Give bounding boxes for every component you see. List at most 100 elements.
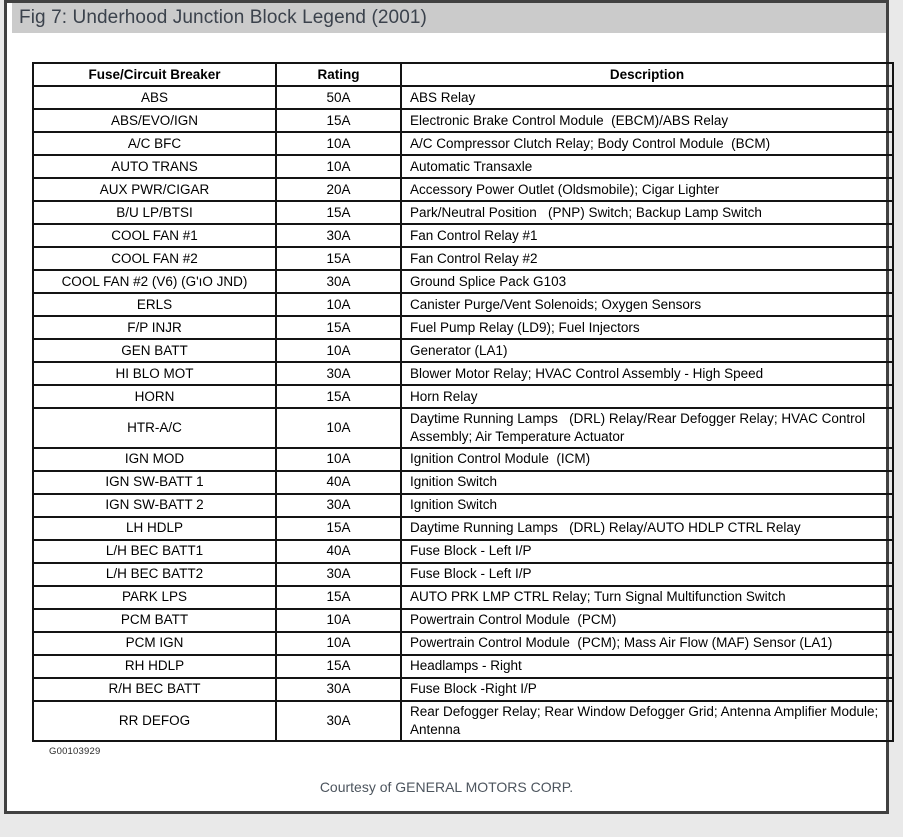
cell-rating: 20A [275,177,402,202]
figure-title: Fig 7: Underhood Junction Block Legend (… [19,7,427,28]
table-row: PCM BATT 10A Powertrain Control Module (PC… [32,607,894,633]
cell-rating: 30A [275,223,402,248]
cell-rating: 15A [275,653,402,679]
table-row: LH HDLP 15A Daytime Running Lamps (DRL) Re… [32,515,894,541]
cell-fuse: COOL FAN #2 (V6) (G'ıO JND) [32,269,277,294]
table-row: L/H BEC BATT1 40A Fuse Block - Left I/P [32,538,894,564]
cell-fuse: HORN [32,384,277,409]
cell-rating: 15A [275,108,402,133]
table-row: AUTO TRANS 10A Automatic Transaxle [32,154,894,179]
cell-rating: 30A [275,269,402,294]
table-row: COOL FAN #2 (V6) (G'ıO JND) 30A Ground Spl… [32,269,894,294]
cell-fuse: RR DEFOG [32,699,277,742]
cell-description: Powertrain Control Module (PCM) [400,607,894,633]
table-row: IGN SW-BATT 2 30A Ignition Switch [32,492,894,518]
cell-rating: 10A [275,407,402,449]
cell-rating: 30A [275,676,402,702]
cell-rating: 10A [275,292,402,317]
cell-rating: 10A [275,446,402,472]
cell-fuse: PCM IGN [32,630,277,656]
cell-fuse: ABS [32,85,277,110]
cell-rating: 10A [275,607,402,633]
cell-rating: 10A [275,630,402,656]
cell-rating: 15A [275,384,402,409]
table-row: ERLS 10A Canister Purge/Vent Solenoids; Ox… [32,292,894,317]
cell-description: Fuse Block - Left I/P [400,538,894,564]
cell-fuse: PCM BATT [32,607,277,633]
cell-fuse: HI BLO MOT [32,361,277,386]
table-row: COOL FAN #2 15A Fan Control Relay #2 [32,246,894,271]
cell-fuse: ERLS [32,292,277,317]
cell-description: Ignition Switch [400,492,894,518]
cell-rating: 30A [275,361,402,386]
table-row: HI BLO MOT 30A Blower Motor Relay; HVAC Co… [32,361,894,386]
fuse-table-body: ABS 50A ABS Relay ABS/EVO/IGN 15A Electronic … [32,85,894,742]
table-row: ABS/EVO/IGN 15A Electronic Brake Control M… [32,108,894,133]
cell-fuse: IGN MOD [32,446,277,472]
cell-rating: 40A [275,469,402,495]
cell-description: Daytime Running Lamps (DRL) Relay/AUTO H… [400,515,894,541]
cell-description: A/C Compressor Clutch Relay; Body Contro… [400,131,894,156]
cell-description: Electronic Brake Control Module (EBCM)/A… [400,108,894,133]
cell-rating: 10A [275,131,402,156]
cell-rating: 40A [275,538,402,564]
figure-title-bar: Fig 7: Underhood Junction Block Legend (… [12,3,886,33]
cell-description: Accessory Power Outlet (Oldsmobile); Cig… [400,177,894,202]
cell-description: Fuse Block - Left I/P [400,561,894,587]
cell-fuse: COOL FAN #1 [32,223,277,248]
cell-rating: 15A [275,200,402,225]
table-row: PCM IGN 10A Powertrain Control Module (PCM… [32,630,894,656]
fuse-legend-table: Fuse/Circuit Breaker Rating Description … [32,62,894,742]
cell-fuse: AUX PWR/CIGAR [32,177,277,202]
table-row: HTR-A/C 10A Daytime Running Lamps (DRL) Re… [32,407,894,449]
cell-fuse: RH HDLP [32,653,277,679]
column-header-rating: Rating [275,62,402,87]
cell-description: Park/Neutral Position (PNP) Switch; Back… [400,200,894,225]
courtesy-line: Courtesy of GENERAL MOTORS CORP. [319,779,574,795]
cell-rating: 15A [275,315,402,340]
cell-fuse: B/U LP/BTSI [32,200,277,225]
column-header-description: Description [400,62,894,87]
table-row: B/U LP/BTSI 15A Park/Neutral Position (PNP… [32,200,894,225]
cell-description: Generator (LA1) [400,338,894,363]
cell-description: Automatic Transaxle [400,154,894,179]
cell-rating: 10A [275,338,402,363]
cell-rating: 15A [275,515,402,541]
table-row: HORN 15A Horn Relay [32,384,894,409]
table-row: F/P INJR 15A Fuel Pump Relay (LD9); Fuel I… [32,315,894,340]
table-row: AUX PWR/CIGAR 20A Accessory Power Outlet (… [32,177,894,202]
cell-description: Horn Relay [400,384,894,409]
cell-description: ABS Relay [400,85,894,110]
cell-fuse: IGN SW-BATT 2 [32,492,277,518]
fuse-table-container: Fuse/Circuit Breaker Rating Description … [32,62,894,757]
cell-description: Fuel Pump Relay (LD9); Fuel Injectors [400,315,894,340]
cell-rating: 30A [275,492,402,518]
cell-rating: 50A [275,85,402,110]
figure-id: G00103929 [49,745,101,757]
cell-fuse: COOL FAN #2 [32,246,277,271]
cell-rating: 10A [275,154,402,179]
cell-description: Headlamps - Right [400,653,894,679]
cell-description: Ground Splice Pack G103 [400,269,894,294]
cell-rating: 15A [275,584,402,610]
table-row: PARK LPS 15A AUTO PRK LMP CTRL Relay; Turn… [32,584,894,610]
cell-fuse: A/C BFC [32,131,277,156]
cell-description: Daytime Running Lamps (DRL) Relay/Rear D… [400,407,894,449]
cell-rating: 30A [275,699,402,742]
cell-description: Rear Defogger Relay; Rear Window Defogge… [400,699,894,742]
cell-description: Fan Control Relay #1 [400,223,894,248]
cell-description: Fuse Block -Right I/P [400,676,894,702]
cell-description: Fan Control Relay #2 [400,246,894,271]
table-row: A/C BFC 10A A/C Compressor Clutch Relay; B… [32,131,894,156]
table-row: ABS 50A ABS Relay [32,85,894,110]
cell-fuse: AUTO TRANS [32,154,277,179]
table-row: L/H BEC BATT2 30A Fuse Block - Left I/P [32,561,894,587]
document-page: Fig 7: Underhood Junction Block Legend (… [4,0,894,814]
cell-fuse: L/H BEC BATT2 [32,561,277,587]
cell-fuse: F/P INJR [32,315,277,340]
table-header-row: Fuse/Circuit Breaker Rating Description [32,62,894,87]
table-row: R/H BEC BATT 30A Fuse Block -Right I/P [32,676,894,702]
table-row: IGN SW-BATT 1 40A Ignition Switch [32,469,894,495]
column-header-fuse: Fuse/Circuit Breaker [32,62,277,87]
table-row: IGN MOD 10A Ignition Control Module (ICM) [32,446,894,472]
